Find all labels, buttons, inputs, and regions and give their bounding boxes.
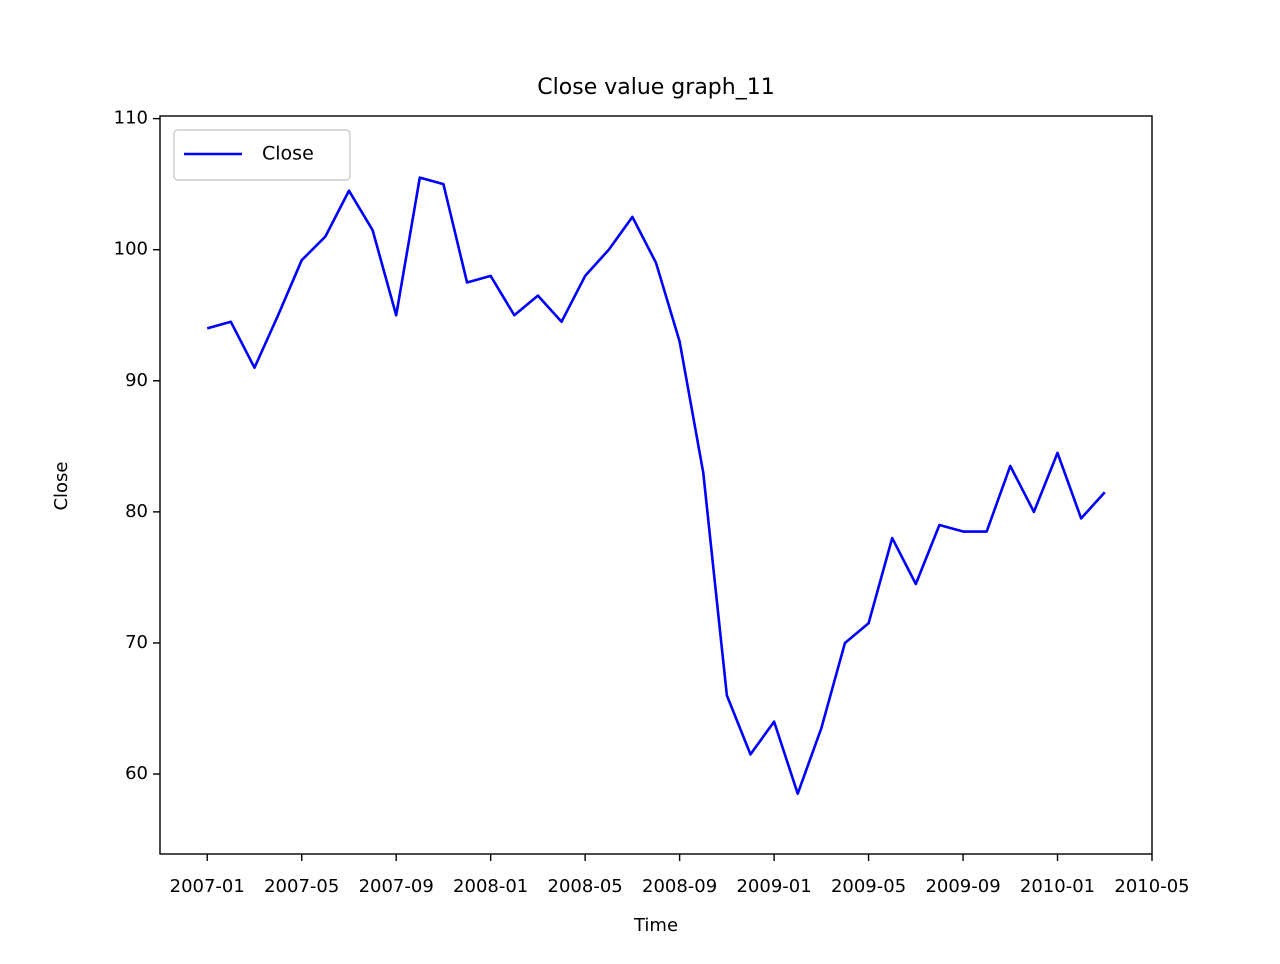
x-axis-label: Time bbox=[633, 915, 678, 936]
y-tick-label: 60 bbox=[125, 763, 148, 784]
y-axis-label: Close bbox=[51, 461, 72, 510]
plot-frame bbox=[159, 115, 1153, 855]
x-tick-label: 2007-01 bbox=[170, 876, 245, 897]
legend-label: Close bbox=[262, 143, 314, 165]
y-tick-label: 110 bbox=[114, 108, 148, 129]
x-tick-label: 2008-05 bbox=[548, 876, 623, 897]
x-tick-label: 2010-01 bbox=[1020, 876, 1095, 897]
x-tick-label: 2009-05 bbox=[831, 876, 906, 897]
x-tick-label: 2010-05 bbox=[1114, 876, 1189, 897]
chart-title: Close value graph_11 bbox=[537, 75, 774, 100]
x-tick-label: 2009-01 bbox=[736, 876, 811, 897]
y-tick-label: 70 bbox=[125, 632, 148, 653]
x-tick-label: 2007-05 bbox=[264, 876, 339, 897]
x-tick-label: 2008-01 bbox=[453, 876, 528, 897]
y-tick-label: 100 bbox=[114, 239, 148, 260]
y-tick-label: 80 bbox=[125, 501, 148, 522]
y-tick-label: 90 bbox=[125, 370, 148, 391]
x-tick-label: 2009-09 bbox=[925, 876, 1000, 897]
legend-box bbox=[173, 129, 351, 181]
legend: Close bbox=[173, 129, 351, 181]
x-tick-label: 2008-09 bbox=[642, 876, 717, 897]
x-tick-label: 2007-09 bbox=[359, 876, 434, 897]
line-series bbox=[206, 176, 1106, 796]
